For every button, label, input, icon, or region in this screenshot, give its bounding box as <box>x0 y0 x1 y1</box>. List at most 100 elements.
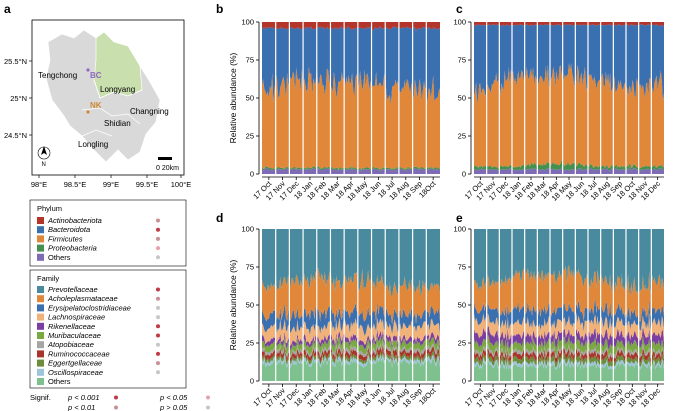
series-area-muribaculaceae <box>262 334 440 357</box>
y-tick-label: 0 <box>250 170 254 179</box>
y-tick-label: 50 <box>246 301 254 310</box>
series-area-erysipelatoclostridiaceae <box>262 301 440 336</box>
signif-dot <box>156 361 160 366</box>
legend-label: Muribaculaceae <box>48 331 101 340</box>
series-area-others <box>262 356 440 381</box>
series-area-atopobiaceae <box>262 340 440 359</box>
signif-dot <box>156 305 160 310</box>
series-area-firmicutes <box>262 66 440 170</box>
legend-swatch <box>37 368 44 376</box>
series-area-oscillospiraceae <box>474 356 664 371</box>
signif-dot <box>114 405 118 410</box>
lon-tick: 98°E <box>31 180 47 189</box>
y-tick-label: 0 <box>462 377 466 386</box>
series-area-prevotellaceae <box>262 229 440 297</box>
legend-label: Acholeplasmataceae <box>47 294 118 303</box>
legend-label: Proteobacteria <box>48 244 97 253</box>
family-legend-title: Family <box>37 274 59 283</box>
place-changning: Changning <box>130 107 169 116</box>
legend-swatch <box>37 313 44 321</box>
legend-label: Prevotellaceae <box>48 285 98 294</box>
y-tick-label: 0 <box>250 377 254 386</box>
north-arrow-icon <box>41 146 47 155</box>
legend-swatch <box>37 253 44 261</box>
y-tick-label: 25 <box>458 132 466 141</box>
signif-dot <box>156 296 160 301</box>
signif-dot <box>156 218 160 223</box>
y-tick-label: 75 <box>246 263 254 272</box>
signif-dot <box>156 370 160 375</box>
series-area-ruminococcaceae <box>262 343 440 363</box>
legend-label: Firmicutes <box>48 234 83 243</box>
x-tick-label: 18Oct <box>417 178 438 199</box>
signif-dot <box>156 315 160 320</box>
signif-threshold: p < 0.01 <box>67 403 95 411</box>
y-tick-label: 50 <box>458 301 466 310</box>
legend-swatch <box>37 350 44 358</box>
signif-dot <box>156 351 160 356</box>
series-area-eggertgellaceae <box>262 349 440 366</box>
legend-label: Others <box>48 377 71 386</box>
series-area-ruminococcaceae <box>474 347 664 364</box>
series-area-actinobacteriota <box>474 22 664 27</box>
signif-dot <box>156 333 160 338</box>
map-panel: BC NK Tengchong Longyang Changning Shidi… <box>4 19 192 189</box>
series-area-eggertgellaceae <box>474 351 664 368</box>
signif-dot <box>156 342 160 347</box>
legend-label: Others <box>48 253 71 262</box>
legend-swatch <box>37 304 44 312</box>
series-area-others <box>262 167 440 174</box>
signif-dot <box>156 236 160 241</box>
legend-swatch <box>37 378 44 385</box>
y-tick-label: 100 <box>453 225 466 234</box>
lat-tick: 24.5°N <box>4 131 27 140</box>
y-axis-title: Relative abundance (%) <box>228 259 238 350</box>
legend-swatch <box>37 359 44 367</box>
legend-label: Bacteroidota <box>48 225 90 234</box>
series-area-rikenellaceae <box>262 329 440 351</box>
legend-label: Eggertgellaceae <box>48 359 102 368</box>
series-area-others <box>474 360 664 381</box>
signif-threshold: p > 0.05 <box>159 403 188 411</box>
phylum-legend: Phylum ActinobacteriotaBacteroidotaFirmi… <box>29 199 187 267</box>
lon-tick: 99°E <box>103 180 119 189</box>
signif-dot <box>206 395 210 400</box>
signif-dot <box>114 395 118 400</box>
lat-tick: 25.5°N <box>4 57 27 66</box>
panel-label-a: a <box>4 2 11 16</box>
y-tick-label: 75 <box>246 56 254 65</box>
scale-bar-line <box>158 157 172 160</box>
series-area-prevotellaceae <box>474 229 664 297</box>
y-tick-label: 100 <box>241 18 254 27</box>
legend-swatch <box>37 341 44 349</box>
legend-swatch <box>37 332 44 339</box>
lat-tick: 25°N <box>10 94 27 103</box>
legend-swatch <box>37 322 44 330</box>
legend-swatch <box>37 226 44 234</box>
series-area-lachnospiraceae <box>262 316 440 347</box>
signif-dot <box>156 287 160 292</box>
scale-bar-label: 0 20km <box>156 165 179 172</box>
legend-label: Actinobacteriota <box>47 216 102 225</box>
scale-bar: 0 20km <box>156 157 179 172</box>
y-tick-label: 75 <box>458 56 466 65</box>
legend-label: Lachnospiraceae <box>48 313 105 322</box>
series-area-bacteroidota <box>262 26 440 105</box>
legend-swatch <box>37 295 44 303</box>
panel-label-d: d <box>216 211 223 225</box>
phylum-legend-title: Phylum <box>37 204 62 213</box>
signif-dot <box>156 227 160 232</box>
series-area-firmicutes <box>474 63 664 169</box>
legend-label: Rikenellaceae <box>48 322 95 331</box>
signif-label: Signif. <box>30 393 51 402</box>
lon-tick: 99.5°E <box>136 180 159 189</box>
county-borders <box>81 79 143 137</box>
site-nk-dot <box>86 110 90 114</box>
lon-tick: 100°E <box>171 180 192 189</box>
legend-swatch <box>37 235 44 243</box>
